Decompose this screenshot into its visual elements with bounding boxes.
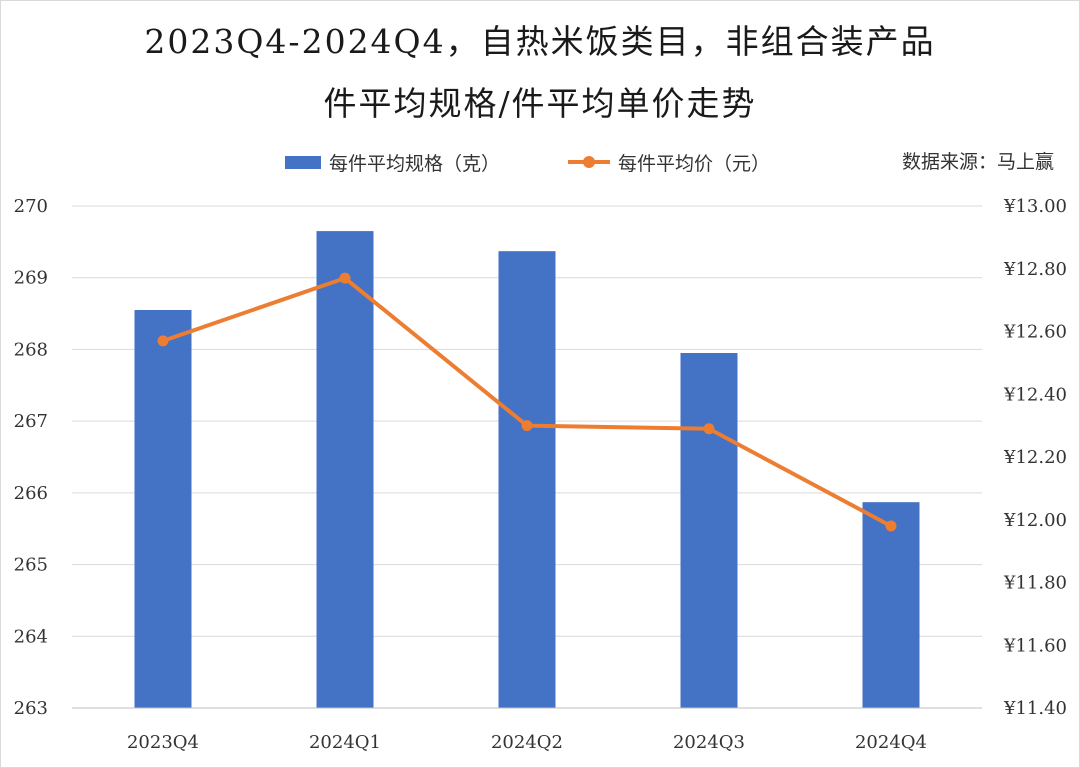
y-right-tick-label: ¥11.80 xyxy=(1003,573,1067,594)
y-right-tick-label: ¥11.60 xyxy=(1003,635,1067,656)
y-left-tick-label: 267 xyxy=(14,411,48,432)
y-right-tick-label: ¥13.00 xyxy=(1003,196,1067,217)
y-left-tick-label: 268 xyxy=(14,339,48,360)
bar-2024Q2 xyxy=(498,251,556,708)
y-left-tick-label: 264 xyxy=(14,626,48,647)
price-point-2023Q4 xyxy=(157,335,169,347)
y-right-tick-label: ¥12.20 xyxy=(1003,447,1067,468)
x-tick-label: 2023Q4 xyxy=(127,732,199,753)
legend-item-line: 每件平均价（元） xyxy=(568,148,770,176)
y-right-tick-label: ¥12.80 xyxy=(1003,259,1067,280)
price-point-2024Q2 xyxy=(521,420,533,432)
y-right-tick-label: ¥12.00 xyxy=(1003,510,1067,531)
bar-2024Q1 xyxy=(316,231,374,708)
legend-line-swatch xyxy=(568,156,610,168)
x-tick-label: 2024Q1 xyxy=(309,732,381,753)
y-right-tick-label: ¥12.60 xyxy=(1003,322,1067,343)
bar-2023Q4 xyxy=(134,309,192,708)
legend-bar-label: 每件平均规格（克） xyxy=(329,152,501,175)
y-right-tick-label: ¥11.40 xyxy=(1003,698,1067,719)
y-left-tick-label: 265 xyxy=(14,555,48,576)
bar-2024Q3 xyxy=(680,353,738,708)
legend-line-label: 每件平均价（元） xyxy=(618,152,771,175)
price-point-2024Q3 xyxy=(703,423,715,435)
legend-bar-swatch xyxy=(285,155,321,169)
x-tick-label: 2024Q4 xyxy=(855,732,927,753)
y-left-tick-label: 270 xyxy=(14,196,48,217)
y-left-tick-label: 266 xyxy=(14,483,48,504)
price-point-2024Q4 xyxy=(885,520,897,532)
data-source-note: 数据来源：马上赢 xyxy=(901,151,1054,173)
y-left-tick-label: 269 xyxy=(14,268,48,289)
bar-2024Q4 xyxy=(862,502,920,708)
y-right-tick-label: ¥12.40 xyxy=(1003,384,1067,405)
legend-item-bar: 每件平均规格（克） xyxy=(285,148,500,176)
chart-title-line-1: 2023Q4-2024Q4，自热米饭类目，非组合装产品 xyxy=(144,22,936,61)
price-point-2024Q1 xyxy=(339,272,351,284)
x-tick-label: 2024Q2 xyxy=(491,732,563,753)
chart-title-line-2: 件平均规格/件平均单价走势 xyxy=(323,84,757,123)
x-tick-label: 2024Q3 xyxy=(673,732,745,753)
y-left-tick-label: 263 xyxy=(14,698,48,719)
